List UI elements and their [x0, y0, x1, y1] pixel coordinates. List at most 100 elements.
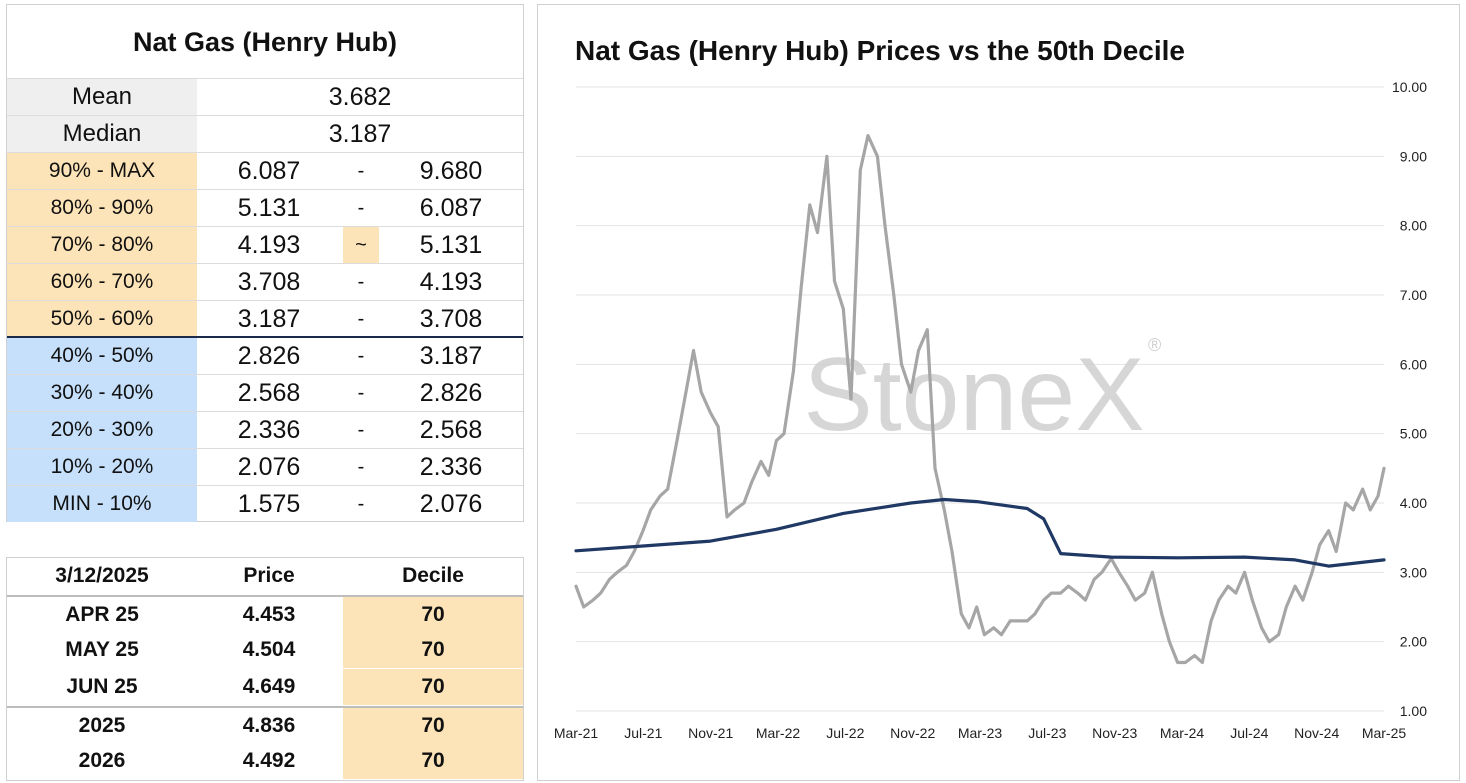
decile-separator: - [357, 308, 365, 330]
decile-separator: - [357, 382, 365, 404]
contract-name: 2026 [78, 749, 126, 772]
price-chart: StoneX ® 1.00 2.00 3.00 4.00 5.00 6.00 7.00 8.0… [554, 79, 1427, 741]
x-axis-ticks: Mar-21 Jul-21 Nov-21 Mar-22 Jul-22 Nov-22 Mar-… [554, 725, 1407, 741]
decile-row-current: 70% - 80% 4.193 ~ 5.131 [7, 226, 523, 263]
decile-separator: - [357, 493, 365, 515]
decile-row: 20% - 30% 2.336 - 2.568 [7, 411, 523, 448]
decile-row: 80% - 90% 5.131 - 6.087 [7, 189, 523, 226]
y-tick-label: 2.00 [1400, 634, 1427, 650]
decile-row: 50% - 60% 3.187 - 3.708 [7, 300, 523, 337]
x-tick-label: Mar-21 [554, 725, 599, 741]
contract-price: 4.453 [242, 603, 296, 626]
date-header: 3/12/2025 [55, 564, 149, 587]
median-row: Median 3.187 [7, 115, 523, 152]
decile-high: 3.187 [419, 342, 483, 370]
x-tick-label: Mar-24 [1160, 725, 1205, 741]
y-tick-label: 5.00 [1400, 426, 1427, 442]
decile-row: 90% - MAX 6.087 - 9.680 [7, 152, 523, 189]
x-tick-label: Nov-23 [1092, 725, 1137, 741]
x-tick-label: Mar-23 [958, 725, 1003, 741]
contract-price: 4.649 [242, 675, 296, 698]
mean-label: Mean [7, 79, 197, 115]
decile-low: 1.575 [237, 490, 301, 518]
decile-high: 3.708 [419, 305, 483, 333]
y-tick-label: 7.00 [1400, 287, 1427, 303]
contract-decile: 70 [343, 743, 523, 779]
decile-low: 4.193 [237, 231, 301, 259]
mean-value: 3.682 [328, 83, 392, 111]
decile-separator: - [357, 160, 365, 182]
contract-name: APR 25 [65, 603, 139, 626]
mean-row: Mean 3.682 [7, 78, 523, 115]
decile-row: MIN - 10% 1.575 - 2.076 [7, 485, 523, 522]
x-tick-label: Nov-22 [890, 725, 935, 741]
decile-high: 2.336 [419, 453, 483, 481]
contract-decile: 70 [343, 632, 523, 668]
decile-low: 2.568 [237, 379, 301, 407]
decile-row: 30% - 40% 2.568 - 2.826 [7, 374, 523, 411]
decile-high: 6.087 [419, 194, 483, 222]
x-tick-label: Jul-23 [1028, 725, 1066, 741]
price-chart-panel: Nat Gas (Henry Hub) Prices vs the 50th D… [537, 4, 1460, 781]
contract-name: MAY 25 [65, 638, 139, 661]
decile-row: 60% - 70% 3.708 - 4.193 [7, 263, 523, 300]
decile-row: 40% - 50% 2.826 - 3.187 [7, 337, 523, 374]
decile-separator: - [357, 197, 365, 219]
x-tick-label: Mar-22 [756, 725, 801, 741]
stats-title: Nat Gas (Henry Hub) [132, 27, 398, 57]
table-row: JUN 25 4.649 70 [7, 669, 523, 706]
decile-high: 2.568 [419, 416, 483, 444]
y-tick-label: 10.00 [1392, 79, 1427, 95]
table-row: 2026 4.492 70 [7, 743, 523, 780]
table-row: APR 25 4.453 70 [7, 595, 523, 633]
decile-row: 10% - 20% 2.076 - 2.336 [7, 448, 523, 485]
contract-decile: 70 [343, 597, 523, 633]
median-value: 3.187 [328, 120, 392, 148]
contract-price: 4.504 [242, 638, 296, 661]
contract-decile: 70 [343, 708, 523, 744]
decile-series-line [574, 497, 1386, 568]
table-header: 3/12/2025 Price Decile [7, 558, 523, 595]
decile-label: 90% - MAX [7, 153, 197, 189]
decile-low: 5.131 [237, 194, 301, 222]
price-header: Price [243, 564, 295, 587]
decile-separator: - [357, 271, 365, 293]
gridlines [576, 86, 1384, 712]
decile-label: 10% - 20% [7, 449, 197, 485]
decile-high: 9.680 [419, 157, 483, 185]
median-label: Median [7, 116, 197, 152]
decile-low: 3.708 [237, 268, 301, 296]
decile-high: 2.076 [419, 490, 483, 518]
decile-stats-panel: Nat Gas (Henry Hub) Mean 3.682 Median 3.… [6, 4, 524, 522]
decile-low: 3.187 [237, 305, 301, 333]
series [574, 133, 1386, 665]
decile-label: MIN - 10% [7, 486, 197, 522]
contract-name: 2025 [78, 714, 126, 737]
contract-price: 4.492 [242, 749, 296, 772]
stonex-watermark: StoneX [803, 337, 1144, 453]
chart-title: Nat Gas (Henry Hub) Prices vs the 50th D… [575, 35, 1185, 66]
decile-high: 4.193 [419, 268, 483, 296]
decile-label: 30% - 40% [7, 375, 197, 411]
decile-separator: - [357, 419, 365, 441]
decile-low: 2.336 [237, 416, 301, 444]
table-row: 2025 4.836 70 [7, 706, 523, 744]
decile-low: 2.076 [237, 453, 301, 481]
x-tick-label: Jul-22 [826, 725, 864, 741]
decile-label: 80% - 90% [7, 190, 197, 226]
contract-price: 4.836 [242, 714, 296, 737]
decile-label: 70% - 80% [7, 227, 197, 263]
y-tick-label: 9.00 [1400, 148, 1427, 164]
decile-header: Decile [402, 564, 464, 587]
decile-label: 20% - 30% [7, 412, 197, 448]
decile-separator: - [357, 345, 365, 367]
table-row: MAY 25 4.504 70 [7, 632, 523, 669]
decile-low: 6.087 [237, 157, 301, 185]
decile-label: 60% - 70% [7, 264, 197, 300]
decile-high: 2.826 [419, 379, 483, 407]
contract-name: JUN 25 [66, 675, 138, 698]
x-tick-label: Jul-24 [1230, 725, 1268, 741]
y-axis-ticks: 1.00 2.00 3.00 4.00 5.00 6.00 7.00 8.00 9.00 10.0… [1392, 79, 1427, 719]
decile-label: 50% - 60% [7, 301, 197, 337]
x-tick-label: Mar-25 [1362, 725, 1407, 741]
